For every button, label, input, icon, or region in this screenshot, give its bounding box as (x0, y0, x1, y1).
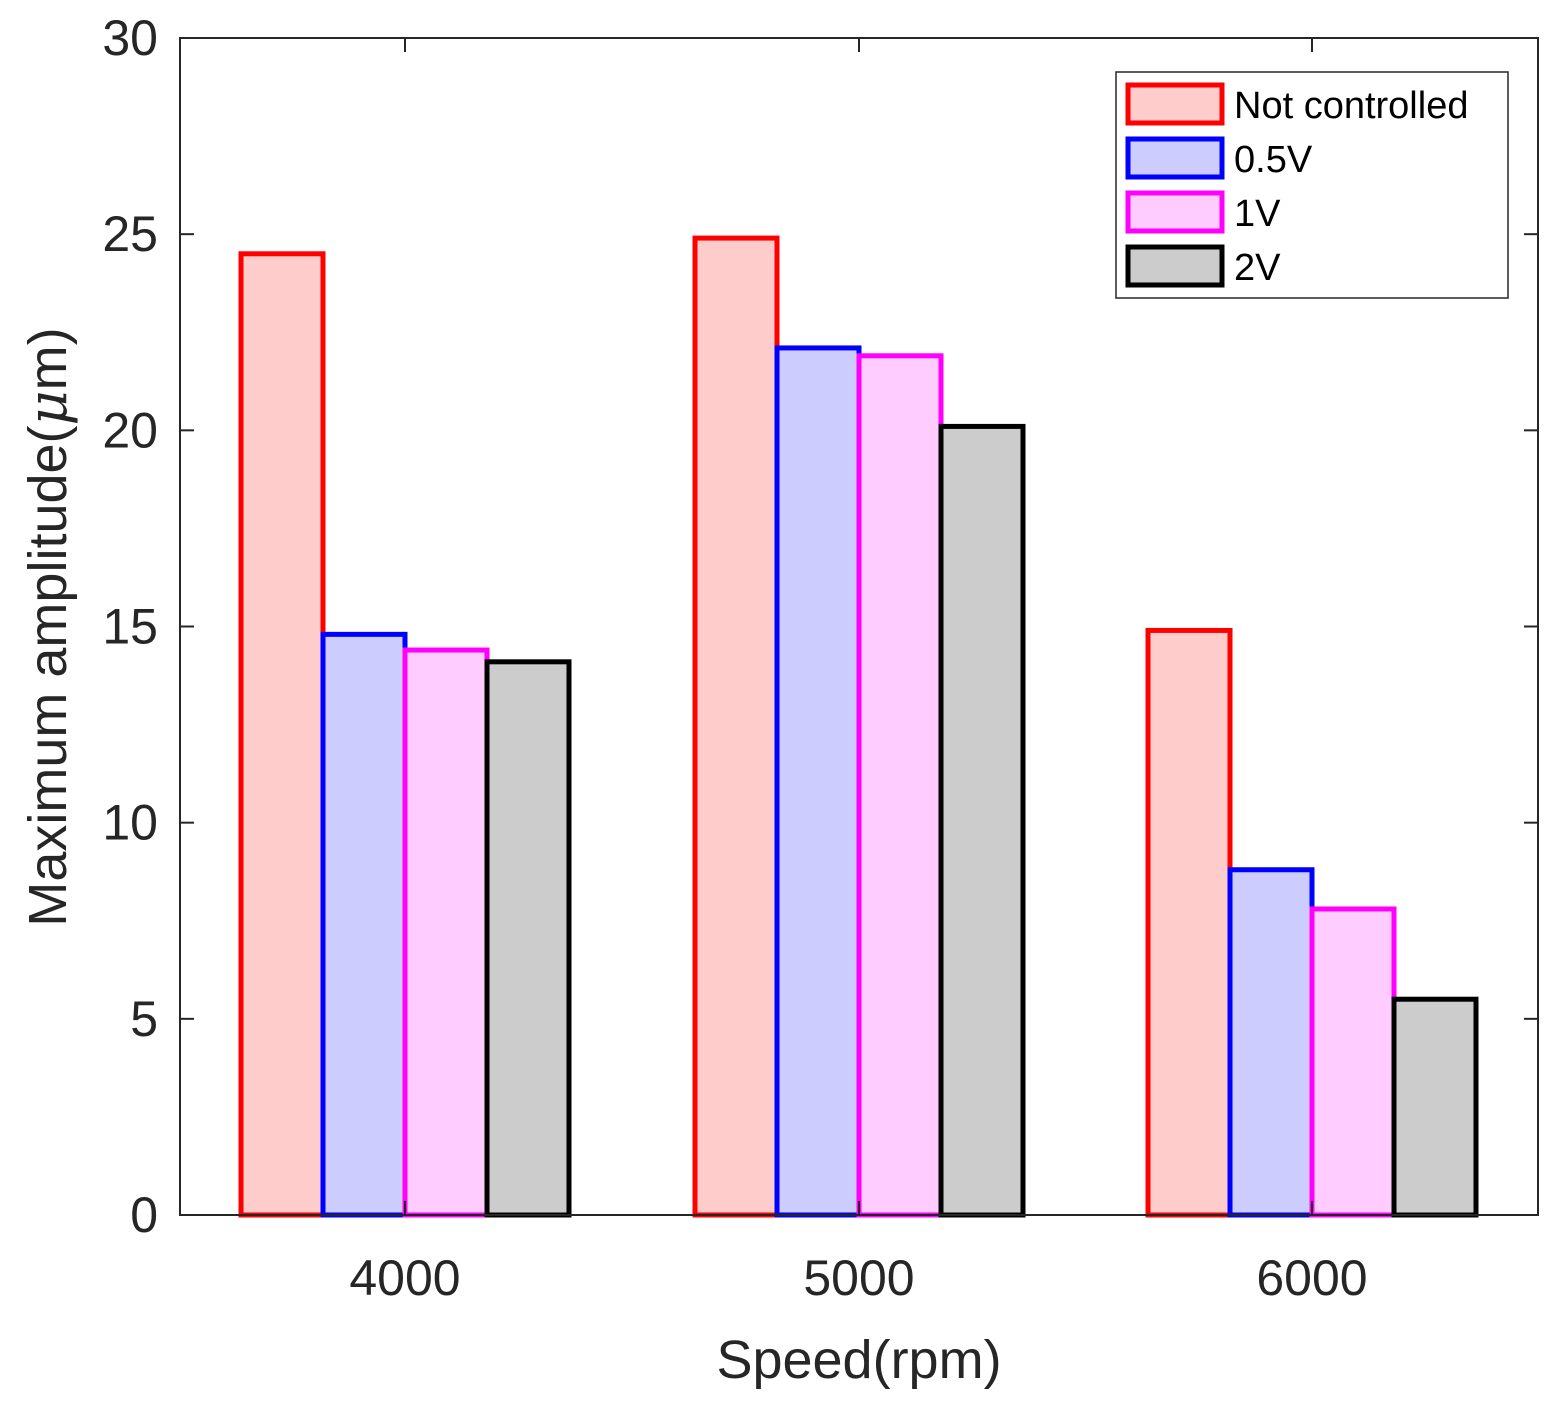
y-tick-label: 20 (102, 402, 158, 458)
bar-not-controlled-5000 (692, 235, 780, 1218)
y-axis-label-mu: μ (16, 390, 79, 425)
bar-0-5v-6000 (1227, 867, 1315, 1218)
bar-0-5v-5000 (774, 345, 862, 1218)
bar-0-5v-4000 (320, 631, 408, 1218)
y-tick-label: 0 (130, 1187, 158, 1243)
bar-1v-6000 (1309, 906, 1397, 1218)
legend-swatch-1v (1125, 190, 1225, 234)
x-tick-labels: 4000 5000 6000 (349, 1250, 1367, 1306)
bar-2v-5000 (938, 423, 1026, 1218)
bar-1v-5000 (856, 353, 944, 1218)
y-axis-label-end: m) (18, 327, 78, 390)
bar-not-controlled-4000 (238, 251, 326, 1218)
axis-ticks (180, 37, 1538, 1216)
y-tick-label: 10 (102, 795, 158, 851)
legend-swatch-0-5v (1125, 136, 1225, 180)
legend: Not controlled 0.5V 1V 2V (1115, 71, 1509, 299)
x-tick-label: 6000 (1256, 1250, 1367, 1306)
legend-swatch-not-controlled (1125, 82, 1225, 126)
bar-1v-4000 (402, 647, 490, 1218)
bars-group (238, 235, 1479, 1218)
x-axis-label: Speed(rpm) (716, 1330, 1001, 1390)
x-tick-label: 4000 (349, 1250, 460, 1306)
bar-2v-6000 (1391, 996, 1479, 1218)
x-tick-label: 5000 (803, 1250, 914, 1306)
y-tick-label: 30 (102, 10, 158, 66)
y-tick-label: 5 (130, 991, 158, 1047)
legend-label-1v: 1V (1234, 193, 1281, 235)
legend-label-not-controlled: Not controlled (1234, 85, 1468, 127)
y-tick-label: 15 (102, 599, 158, 655)
bar-2v-4000 (484, 659, 572, 1218)
y-tick-label: 25 (102, 206, 158, 262)
y-axis-label-main: Maximum amplitude( (18, 425, 78, 926)
y-tick-labels: 0 5 10 15 20 25 30 (102, 10, 158, 1243)
bar-not-controlled-6000 (1145, 627, 1233, 1218)
legend-label-0-5v: 0.5V (1234, 139, 1313, 181)
y-axis-label: Maximum amplitude(μm) (16, 327, 79, 926)
legend-label-2v: 2V (1234, 247, 1281, 289)
legend-swatch-2v (1125, 244, 1225, 288)
